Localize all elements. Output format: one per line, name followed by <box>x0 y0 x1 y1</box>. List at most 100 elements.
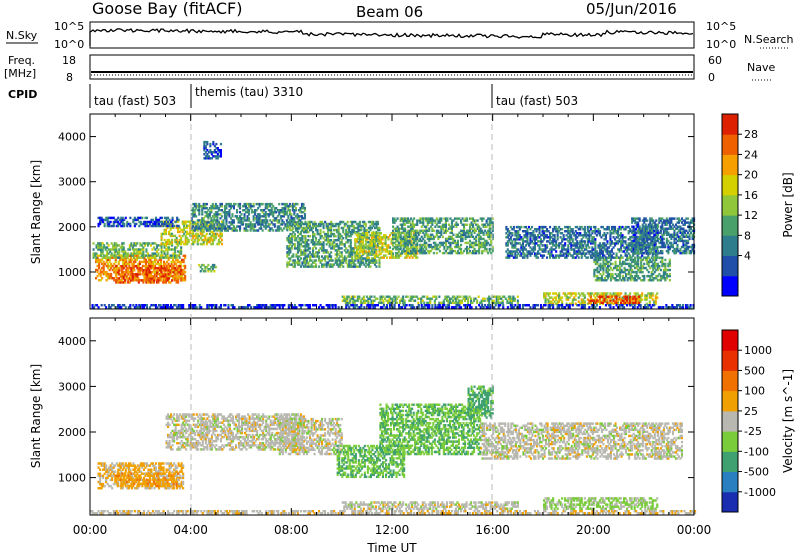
heatmap-cell <box>168 277 170 279</box>
heatmap-cell <box>218 243 220 245</box>
heatmap-cell <box>179 235 181 237</box>
heatmap-cell <box>434 302 436 304</box>
heatmap-cell <box>380 252 382 254</box>
nsearch-label: N.Search <box>744 33 794 46</box>
heatmap-cell <box>115 246 117 248</box>
heatmap-cell <box>605 234 607 236</box>
heatmap-cell <box>221 215 223 217</box>
heatmap-cell <box>314 233 316 235</box>
heatmap-cell <box>641 292 643 294</box>
heatmap-cell <box>363 252 365 254</box>
heatmap-cell <box>511 234 513 236</box>
heatmap-cell <box>569 226 571 228</box>
heatmap-cell <box>584 240 586 242</box>
heatmap-cell <box>459 296 461 298</box>
heatmap-cell <box>505 226 507 228</box>
heatmap-cell <box>537 256 539 258</box>
heatmap-cell <box>259 205 261 207</box>
heatmap-cell <box>225 219 227 221</box>
heatmap-cell <box>341 247 343 249</box>
heatmap-cell <box>376 298 378 300</box>
heatmap-cell <box>520 226 522 228</box>
heatmap-cell <box>472 224 474 226</box>
heatmap-cell <box>201 268 203 270</box>
heatmap-cell <box>430 250 432 252</box>
heatmap-cell <box>364 302 366 304</box>
heatmap-cell <box>561 300 563 302</box>
heatmap-cell <box>167 252 169 254</box>
heatmap-cell <box>153 275 155 277</box>
heatmap-cell <box>546 256 548 258</box>
freq-left-tick-bottom: 8 <box>66 71 73 84</box>
heatmap-cell <box>176 246 178 248</box>
heatmap-cell <box>296 203 298 205</box>
heatmap-cell <box>382 302 384 304</box>
heatmap-cell <box>366 246 368 248</box>
heatmap-cell <box>502 302 504 304</box>
heatmap-cell <box>272 213 274 215</box>
heatmap-cell <box>286 203 288 205</box>
nave-label: Nave <box>747 61 775 74</box>
heatmap-cell <box>449 244 451 246</box>
heatmap-cell <box>265 211 267 213</box>
heatmap-cell <box>517 302 519 304</box>
heatmap-cell <box>474 228 476 230</box>
heatmap-cell <box>457 240 459 242</box>
date-title: 05/Jun/2016 <box>586 0 677 18</box>
heatmap-cell <box>239 211 241 213</box>
heatmap-cell <box>481 302 483 304</box>
heatmap-cell <box>564 242 566 244</box>
heatmap-cell <box>649 300 651 302</box>
heatmap-cell <box>309 235 311 237</box>
heatmap-cell <box>511 302 513 304</box>
heatmap-cell <box>294 233 296 235</box>
heatmap-cell <box>371 232 373 234</box>
cpid-label: CPID <box>8 88 37 101</box>
heatmap-cell <box>555 226 557 228</box>
heatmap-cell <box>434 242 436 244</box>
heatmap-cell <box>207 270 209 272</box>
heatmap-cell <box>304 207 306 209</box>
heatmap-cell <box>480 236 482 238</box>
heatmap-cell <box>415 250 417 252</box>
power-cells <box>92 141 696 309</box>
heatmap-cell <box>365 250 367 252</box>
nsky-right-tick-bottom: 10^0 <box>706 38 736 51</box>
heatmap-cell <box>399 302 401 304</box>
heatmap-cell <box>590 302 592 304</box>
heatmap-cell <box>272 229 274 231</box>
heatmap-cell <box>302 203 304 205</box>
heatmap-cell <box>179 265 181 267</box>
heatmap-cell <box>375 261 377 263</box>
heatmap-cell <box>590 296 592 298</box>
heatmap-cell <box>230 203 232 205</box>
heatmap-cell <box>433 238 435 240</box>
heatmap-cell <box>93 248 95 250</box>
heatmap-cell <box>171 239 173 241</box>
nsky-left-tick-bottom: 10^0 <box>54 38 84 51</box>
heatmap-cell <box>192 243 194 245</box>
heatmap-cell <box>247 229 249 231</box>
heatmap-cell <box>584 300 586 302</box>
heatmap-cell <box>417 302 419 304</box>
heatmap-cell <box>300 231 302 233</box>
nave-right-tick-bottom: 0 <box>708 71 715 84</box>
heatmap-cell <box>128 265 130 267</box>
heatmap-cell <box>360 229 362 231</box>
heatmap-cell <box>528 226 530 228</box>
heatmap-cell <box>350 235 352 237</box>
heatmap-cell <box>578 300 580 302</box>
heatmap-cell <box>558 246 560 248</box>
heatmap-cell <box>221 243 223 245</box>
heatmap-cell <box>555 250 557 252</box>
heatmap-cell <box>526 228 528 230</box>
heatmap-cell <box>125 259 127 261</box>
heatmap-cell <box>368 256 370 258</box>
heatmap-cell <box>367 302 369 304</box>
heatmap-cell <box>594 246 596 248</box>
heatmap-cell <box>584 296 586 298</box>
heatmap-cell <box>332 259 334 261</box>
heatmap-cell <box>588 246 590 248</box>
heatmap-cell <box>177 243 179 245</box>
